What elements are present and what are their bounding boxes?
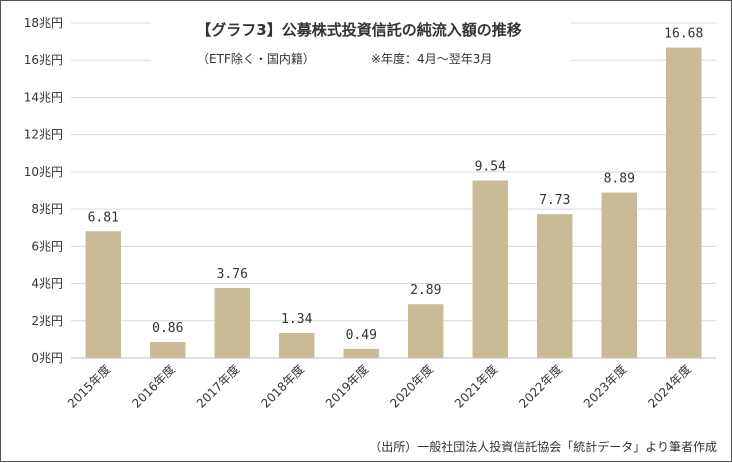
data-labels: 6.81 0.86 3.76 1.34 0.49 2.89 9.54 7.73 8.89 16.6… — [88, 27, 704, 343]
x-tick-label: 2019年度 — [322, 362, 371, 411]
y-tick-label: 8兆円 — [31, 202, 63, 216]
data-label: 7.73 — [539, 193, 570, 208]
x-tick-label: 2022年度 — [516, 362, 565, 411]
bar — [150, 341, 186, 358]
bar — [279, 333, 315, 358]
bar — [343, 348, 379, 358]
y-axis: 0兆円 2兆円 4兆円 6兆円 8兆円 10兆円 12兆円 14兆円 16兆円 18兆円 — [24, 16, 63, 365]
y-tick-label: 10兆円 — [24, 165, 63, 179]
x-tick-label: 2020年度 — [387, 362, 436, 411]
y-tick-label: 18兆円 — [24, 16, 63, 30]
data-label: 3.76 — [217, 267, 248, 282]
x-tick-label: 2018年度 — [258, 362, 307, 411]
y-tick-label: 2兆円 — [31, 314, 63, 328]
chart-note: ※年度：4月～翌年3月 — [371, 51, 492, 66]
bar — [601, 192, 637, 358]
x-tick-label: 2016年度 — [129, 362, 178, 411]
bar — [666, 47, 702, 359]
x-tick-label: 2021年度 — [451, 362, 500, 411]
chart-source: （出所）一般社団法人投資信託協会「統計データ」より筆者作成 — [369, 439, 717, 454]
x-tick-label: 2017年度 — [193, 362, 242, 411]
bar — [472, 180, 508, 358]
y-tick-label: 6兆円 — [31, 239, 63, 253]
title-box — [151, 15, 571, 73]
data-label: 0.49 — [346, 328, 377, 343]
data-label: 2.89 — [410, 283, 441, 298]
data-label: 16.68 — [664, 27, 703, 42]
y-tick-label: 14兆円 — [24, 90, 63, 104]
bar — [408, 304, 444, 358]
bar — [85, 231, 121, 358]
data-label: 9.54 — [475, 159, 506, 174]
data-label: 1.34 — [281, 312, 312, 327]
bar — [214, 288, 250, 358]
bar — [537, 214, 573, 358]
y-tick-label: 4兆円 — [31, 277, 63, 291]
chart-title: 【グラフ3】公募株式投資信託の純流入額の推移 — [196, 21, 521, 39]
y-tick-label: 12兆円 — [24, 128, 63, 142]
bars — [85, 47, 702, 359]
x-tick-label: 2024年度 — [645, 362, 694, 411]
data-label: 8.89 — [604, 172, 635, 187]
data-label: 0.86 — [152, 321, 183, 336]
y-tick-label: 16兆円 — [24, 53, 63, 67]
y-tick-label: 0兆円 — [31, 351, 63, 365]
x-tick-label: 2015年度 — [64, 362, 113, 411]
data-label: 6.81 — [88, 210, 119, 225]
x-tick-label: 2023年度 — [580, 362, 629, 411]
chart-subtitle: （ETF除く・国内籍） — [197, 51, 315, 66]
x-axis: 2015年度 2016年度 2017年度 2018年度 2019年度 2020年度 2021… — [64, 362, 694, 411]
